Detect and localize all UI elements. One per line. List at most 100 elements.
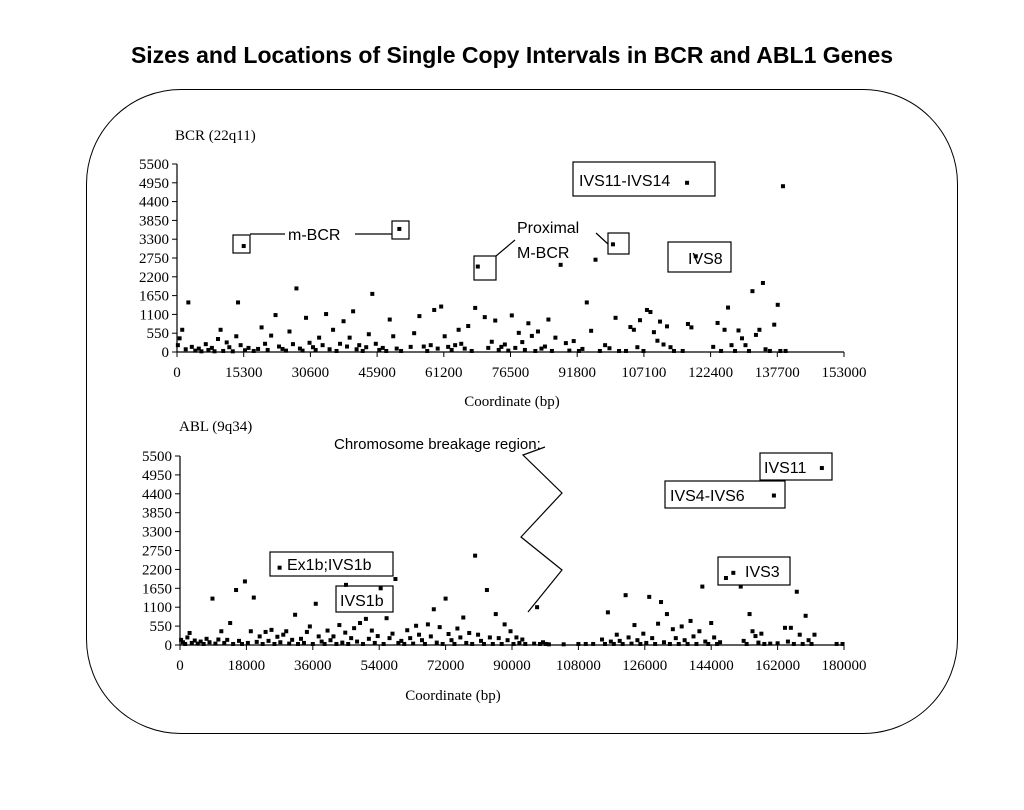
- abl-data-point: [834, 641, 839, 646]
- bcr-data-point: [442, 334, 447, 339]
- abl-data-point: [399, 638, 404, 643]
- abl-data-point: [440, 641, 445, 646]
- bcr-data-point: [499, 344, 504, 349]
- bcr-y-tick-label: 550: [147, 326, 170, 342]
- bcr-data-point: [628, 325, 633, 330]
- abl-data-point: [703, 639, 708, 644]
- abl-y-tick-label: 4400: [142, 487, 172, 503]
- abl-data-point: [278, 640, 283, 645]
- abl-data-point: [179, 637, 184, 642]
- abl-data-point: [337, 623, 342, 628]
- abl-x-tick-label: 144000: [689, 658, 734, 674]
- bcr-x-tick-label: 153000: [822, 365, 867, 381]
- bcr-data-point: [435, 346, 440, 351]
- abl-data-point: [718, 640, 723, 645]
- ivs4-ivs6-box: [664, 480, 786, 509]
- bcr-y-tick-label: 1650: [139, 289, 169, 305]
- bcr-data-point: [256, 346, 261, 351]
- abl-highlighted-point: [731, 570, 736, 575]
- bcr-data-point: [496, 347, 501, 352]
- bcr-data-point: [391, 334, 396, 339]
- abl-data-point: [281, 632, 286, 637]
- bcr-data-point: [366, 332, 371, 337]
- abl-data-point: [195, 641, 200, 646]
- bcr-data-point: [206, 347, 211, 352]
- bcr-data-point: [522, 347, 527, 352]
- bcr-chart: BCR (22q11) Coordinate (bp) 0 550 1100 1650…: [139, 128, 867, 410]
- abl-data-point: [343, 630, 348, 635]
- abl-data-point: [768, 641, 773, 646]
- bcr-highlighted-point: [610, 242, 615, 247]
- abl-data-point: [434, 640, 439, 645]
- abl-data-point: [470, 641, 475, 646]
- abl-x-tick-label: 126000: [622, 658, 667, 674]
- abl-y-tick-label: 5500: [142, 449, 172, 465]
- bcr-data-point: [750, 289, 755, 294]
- abl-data-point: [520, 637, 525, 642]
- abl-data-point: [775, 641, 780, 646]
- bcr-data-point: [203, 342, 208, 347]
- abl-highlighted-point: [771, 493, 776, 498]
- bcr-data-point: [453, 343, 458, 348]
- abl-data-point: [623, 593, 628, 598]
- abl-x-tick-label: 36000: [294, 658, 332, 674]
- abl-data-point: [419, 638, 424, 643]
- bcr-data-point: [189, 344, 194, 349]
- bcr-data-point: [425, 348, 430, 353]
- abl-data-point: [334, 641, 339, 646]
- abl-data-point: [812, 632, 817, 637]
- abl-data-point: [467, 630, 472, 635]
- abl-data-point: [437, 625, 442, 630]
- bcr-data-point: [294, 286, 299, 291]
- abl-data-point: [641, 631, 646, 636]
- breakage-zigzag: [520, 446, 563, 613]
- ex1b-ivs1b-box: [269, 551, 394, 577]
- bcr-data-point: [459, 341, 464, 346]
- abl-data-point: [514, 635, 519, 640]
- bcr-chart-title: BCR (22q11): [175, 128, 256, 144]
- abl-data-point: [602, 641, 607, 646]
- bcr-data-point: [558, 262, 563, 267]
- abl-data-point: [446, 632, 451, 637]
- abl-data-point: [670, 627, 675, 632]
- bcr-data-point: [283, 348, 288, 353]
- bcr-data-point: [175, 343, 180, 348]
- bcr-data-point: [259, 325, 264, 330]
- bcr-data-point: [760, 280, 765, 285]
- bcr-data-point: [320, 343, 325, 348]
- m-bcr-box-left: [232, 234, 251, 254]
- bcr-data-point: [668, 345, 673, 350]
- abl-data-point: [788, 625, 793, 630]
- abl-chart-title: ABL (9q34): [179, 419, 252, 435]
- bcr-data-point: [462, 346, 467, 351]
- bcr-data-point: [186, 300, 191, 305]
- abl-data-point: [201, 641, 206, 646]
- abl-data-point: [697, 629, 702, 634]
- bcr-data-point: [722, 327, 727, 332]
- abl-data-point: [390, 631, 395, 636]
- bcr-data-point: [726, 305, 731, 310]
- bcr-data-point: [783, 348, 788, 353]
- bcr-data-point: [473, 305, 478, 310]
- bcr-data-point: [553, 335, 558, 340]
- bcr-data-point: [746, 348, 751, 353]
- abl-data-point: [473, 553, 478, 558]
- abl-data-point: [325, 628, 330, 633]
- abl-data-point: [266, 638, 271, 643]
- abl-highlighted-point: [344, 582, 348, 587]
- bcr-data-point: [509, 313, 514, 318]
- abl-data-point: [228, 621, 233, 626]
- m-bcr-label: m-BCR: [288, 227, 340, 244]
- abl-data-point: [422, 641, 427, 646]
- bcr-data-point: [680, 348, 685, 353]
- bcr-x-tick-label: 91800: [558, 365, 596, 381]
- bcr-data-point: [469, 348, 474, 353]
- abl-data-point: [310, 641, 315, 646]
- abl-data-point: [535, 605, 540, 610]
- abl-data-point: [626, 635, 631, 640]
- abl-data-point: [366, 636, 371, 641]
- abl-data-point: [304, 629, 309, 634]
- bcr-data-point: [327, 347, 332, 352]
- abl-data-point: [316, 634, 321, 639]
- abl-data-point: [715, 641, 720, 646]
